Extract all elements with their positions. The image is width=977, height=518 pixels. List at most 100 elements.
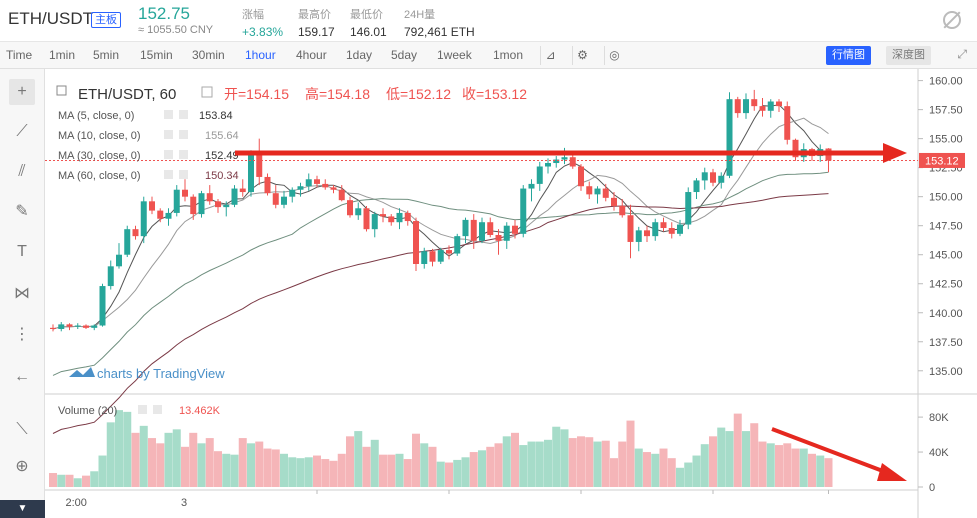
high-value: 159.17 [298, 25, 335, 39]
volume-close-icon[interactable] [153, 405, 162, 414]
screenshot-icon[interactable]: ◎ [604, 46, 624, 65]
hide-eye-icon[interactable] [943, 11, 961, 29]
volume-bar [403, 459, 412, 487]
volume-bar [354, 431, 363, 487]
interval-1min[interactable]: 1min [49, 48, 76, 62]
candle-body [264, 176, 271, 194]
ma5-settings-icon[interactable] [164, 110, 173, 119]
collapse-toolbar-icon[interactable]: ▼ [0, 500, 45, 518]
candle-body [528, 183, 535, 189]
volume-bars [49, 410, 833, 487]
volume-bar [742, 431, 750, 487]
pattern-tool-icon[interactable]: ⋈ [14, 285, 30, 302]
time-tick-label: 3 [181, 497, 187, 509]
legend-collapse-icon[interactable] [56, 85, 67, 96]
volume-bar [733, 413, 742, 487]
candle-body [116, 254, 122, 267]
text-tool-icon[interactable]: T [17, 243, 27, 260]
interval-1hour[interactable]: 1hour [245, 48, 276, 62]
candle-body [198, 193, 205, 215]
volume-bar [791, 448, 800, 487]
low-label: 最低价 [350, 9, 383, 21]
volume-bar [560, 429, 569, 487]
candle-body [421, 251, 428, 264]
candle-body [627, 215, 634, 242]
candle-body [635, 230, 642, 242]
interval-1mon[interactable]: 1mon [493, 48, 524, 62]
price-chart[interactable]: 160.00157.50155.00152.50150.00147.50145.… [45, 69, 977, 518]
volume-bar [247, 443, 255, 487]
interval-5day[interactable]: 5day [391, 48, 418, 62]
volume-bar [717, 427, 726, 487]
ma30-settings-icon[interactable] [164, 150, 173, 159]
candle-body [594, 188, 601, 195]
candle-body [206, 193, 213, 202]
candle-view-button[interactable]: 行情图 [826, 46, 871, 65]
price-tick-label: 135.00 [929, 366, 963, 378]
interval-1day[interactable]: 1day [346, 48, 373, 62]
price-tick-label: 137.50 [929, 337, 963, 349]
settings-gear-icon[interactable]: ⚙ [572, 46, 592, 65]
chart-legend: ETH/USDT, 60 开=154.15 高=154.18 低=152.12 … [56, 85, 527, 417]
candle-body [561, 157, 568, 160]
candle-body [404, 212, 411, 222]
interval-15min[interactable]: 15min [140, 48, 173, 62]
ma30-close-icon[interactable] [179, 150, 188, 159]
interval-30min[interactable]: 30min [192, 48, 225, 62]
price-tick-label: 150.00 [929, 192, 963, 204]
volume-bar [181, 446, 189, 487]
interval-4hour[interactable]: 4hour [296, 48, 327, 62]
interval-5min[interactable]: 5min [93, 48, 120, 62]
volume-bar [700, 444, 709, 487]
price-arrow-head [883, 143, 907, 163]
candle-body [743, 99, 749, 114]
candle-body [462, 219, 469, 237]
ruler-icon[interactable]: ⟍ [16, 421, 28, 438]
trend-line-icon[interactable]: ⟋ [16, 123, 28, 140]
annotation-arrows [235, 143, 907, 481]
volume-stat: 24H量 792,461 ETH [404, 6, 475, 39]
candle-body [338, 189, 345, 201]
ma10-close-icon[interactable] [179, 130, 188, 139]
volume-bar [280, 453, 288, 487]
volume-bar [197, 443, 206, 487]
interval-time[interactable]: Time [6, 48, 33, 62]
volume-bar [370, 439, 379, 487]
drawing-toolbar: + ⟋ ⫽ ✎ T ⋈ ⋮ ← ⟍ ⊕ ▼ [0, 69, 45, 518]
back-arrow-icon[interactable]: ← [14, 368, 30, 385]
volume-bar [337, 453, 346, 487]
volume-bar [172, 429, 181, 487]
volume-bar [535, 441, 544, 487]
depth-view-button[interactable]: 深度图 [886, 46, 931, 65]
ma5-close-icon[interactable] [179, 110, 188, 119]
candle-body [371, 214, 378, 230]
price-tick-label: 145.00 [929, 250, 963, 262]
volume-bar [494, 443, 503, 487]
candle-body [305, 179, 312, 187]
brush-icon[interactable]: ✎ [15, 203, 29, 220]
volume-bar [568, 438, 577, 487]
volume-bar [222, 453, 231, 487]
candle-body [685, 192, 692, 225]
volume-bar [139, 425, 148, 487]
prediction-tool-icon[interactable]: ⋮ [14, 326, 30, 343]
candle-body [363, 208, 370, 230]
ma10-settings-icon[interactable] [164, 130, 173, 139]
crosshair-icon[interactable]: + [9, 79, 35, 105]
volume-tick-label: 0 [929, 482, 935, 494]
volume-bar [156, 443, 165, 487]
fullscreen-icon[interactable]: ⤢ [957, 47, 967, 61]
zoom-icon[interactable]: ⊕ [15, 458, 29, 475]
candle-body [140, 201, 147, 237]
interval-1week[interactable]: 1week [437, 48, 472, 62]
chart-type-icon[interactable]: ⊿ [540, 46, 560, 65]
volume-bar [379, 454, 387, 487]
ma60-settings-icon[interactable] [164, 170, 173, 179]
ma60-close-icon[interactable] [179, 170, 188, 179]
pair-name[interactable]: ETH/USDT [8, 9, 93, 28]
watermark-text: charts by TradingView [97, 366, 225, 381]
legend-settings-icon[interactable] [201, 86, 213, 98]
fib-tool-icon[interactable]: ⫽ [18, 163, 26, 180]
volume-bar [585, 437, 594, 487]
volume-settings-icon[interactable] [138, 405, 147, 414]
